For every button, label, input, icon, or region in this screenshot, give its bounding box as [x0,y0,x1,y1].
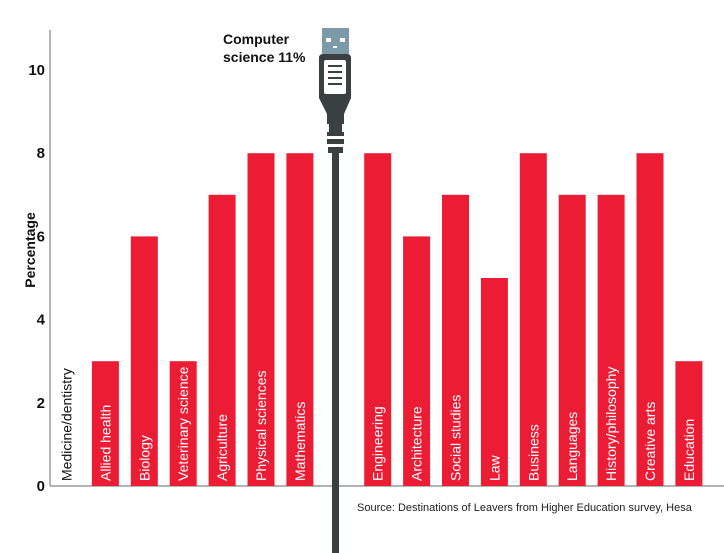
category-label: History/philosophy [603,367,619,481]
source-note: Source: Destinations of Leavers from Hig… [357,502,693,514]
category-label: Business [525,424,541,481]
bar [247,153,275,486]
category-label: Creative arts [642,402,658,481]
y-tick-label: 6 [37,228,45,245]
bar [675,361,703,486]
category-label: Law [486,454,502,481]
bar [286,153,314,486]
category-label: Education [681,419,697,481]
bar [480,278,508,486]
bar [208,194,236,487]
category-label: Engineering [370,406,386,481]
category-label: Medicine/dentistry [59,368,75,481]
category-label: Biology [136,435,152,481]
category-label: Languages [564,412,580,481]
annotation-line-1: Computer [223,31,290,47]
bar [403,236,431,486]
category-label: Architecture [409,406,425,481]
category-label: Veterinary science [175,366,191,481]
bar [636,153,664,486]
bar [597,194,625,487]
category-label: Allied health [97,405,113,481]
y-tick-label: 10 [28,62,45,79]
y-tick-label: 0 [37,478,45,495]
y-tick-label: 8 [37,145,45,162]
y-tick-label: 2 [37,395,45,412]
bar [558,194,586,487]
bar [519,153,547,486]
bar [130,236,158,486]
bar [91,361,119,486]
bar [442,194,469,487]
category-label: Social studies [448,395,464,481]
annotation-line-2: science 11% [223,49,306,65]
category-label: Physical sciences [253,371,269,482]
usb-cable-icon [319,28,351,553]
bar [169,361,197,486]
y-tick-label: 4 [37,312,46,329]
bar [364,153,392,486]
category-label: Mathematics [292,402,308,481]
category-label: Agriculture [214,414,230,481]
y-axis-label: Percentage [22,212,38,288]
